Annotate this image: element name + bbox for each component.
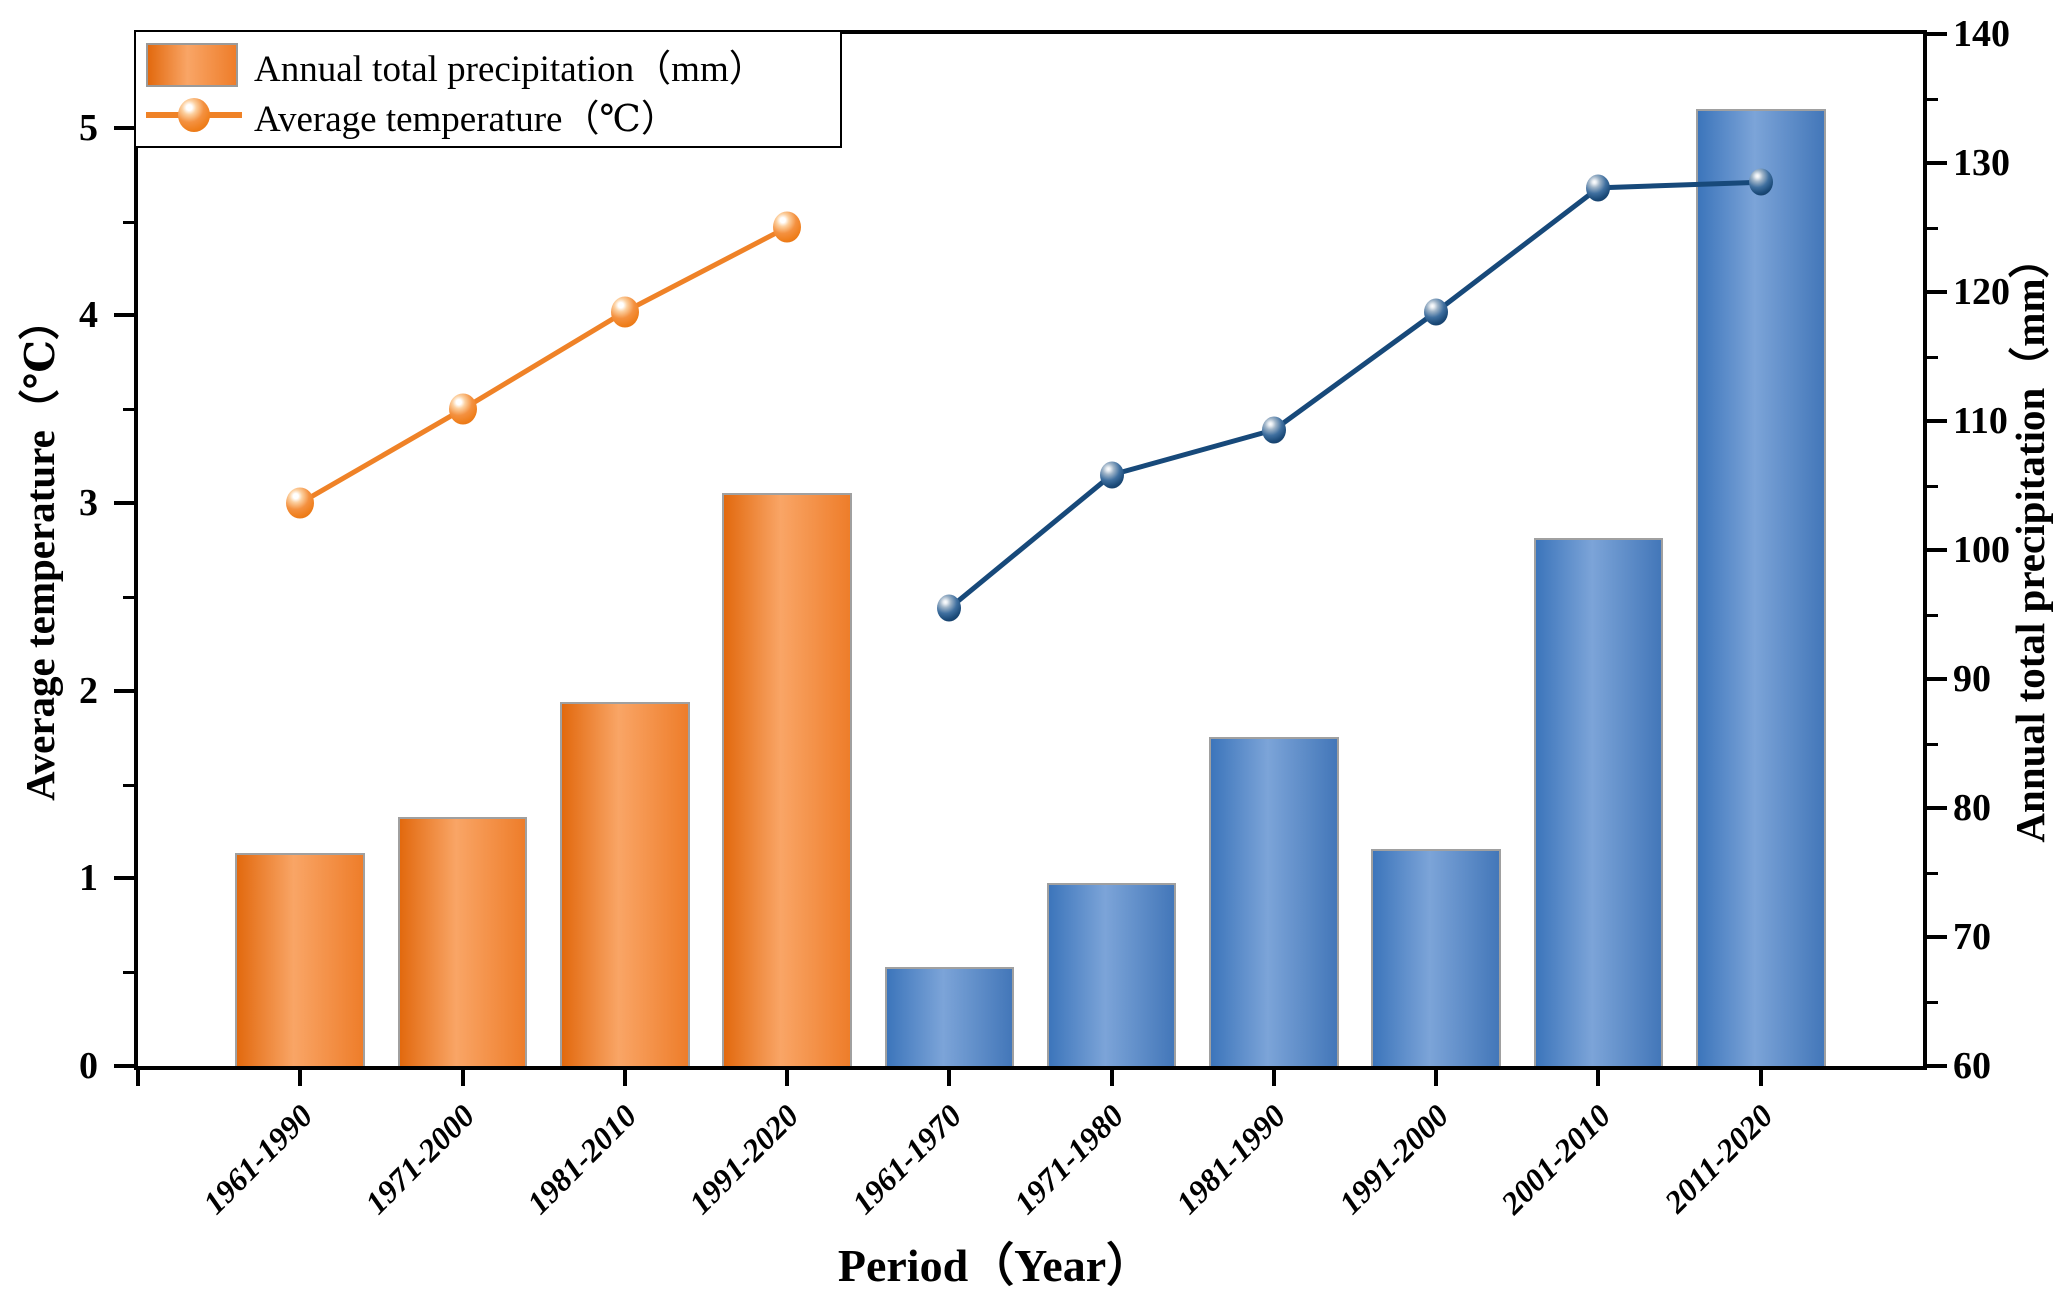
y-axis-left-minor-tick [123, 408, 134, 412]
x-axis-title: Period（Year） [837, 1240, 1153, 1291]
y-axis-right-tick-label: 90 [1953, 658, 1991, 700]
precipitation-bar [884, 966, 1015, 1066]
y-axis-right-tick-label: 130 [1953, 142, 2010, 184]
legend-label: Average temperature（℃） [254, 99, 678, 140]
legend-line-swatch-icon [146, 93, 242, 137]
y-axis-left-minor-tick [123, 220, 134, 224]
y-axis-right-minor-tick [1927, 871, 1938, 875]
y-axis-right-major-tick [1927, 32, 1947, 36]
legend-marker-icon [178, 98, 210, 132]
temperature-marker-icon [1586, 174, 1611, 202]
precipitation-bar [1695, 108, 1826, 1066]
y-axis-right-minor-tick [1927, 97, 1938, 101]
temperature-marker-icon [1261, 416, 1286, 444]
temperature-marker-icon [937, 594, 962, 622]
temperature-marker-icon [448, 393, 477, 425]
x-axis-major-tick [1758, 1066, 1763, 1086]
y-axis-right-minor-tick [1927, 484, 1938, 488]
x-axis-corner-tick [136, 1066, 140, 1086]
y-axis-left-tick-label: 5 [79, 106, 98, 149]
y-axis-left-major-tick [114, 1064, 134, 1068]
temperature-line [299, 225, 789, 506]
temperature-marker-icon [1748, 168, 1773, 196]
left-axis-title: Average temperature（℃） [17, 299, 63, 801]
x-axis-tick-label: 2011-2020 [1657, 1097, 1780, 1220]
x-axis-major-tick [1109, 1066, 1114, 1086]
x-axis-major-tick [947, 1066, 952, 1086]
legend-item-temperature: Average temperature（℃） [146, 90, 828, 140]
y-axis-left-minor-tick [123, 783, 134, 787]
y-axis-left-major-tick [114, 501, 134, 506]
x-axis-major-tick [1596, 1066, 1601, 1086]
x-axis-tick-label: 1991-2020 [682, 1097, 806, 1221]
y-axis-right-major-tick [1927, 290, 1947, 294]
y-axis-left-tick-label: 3 [79, 482, 98, 525]
y-axis-right-major-tick [1927, 677, 1947, 681]
y-axis-left-major-tick [114, 125, 134, 130]
precipitation-bar [235, 853, 366, 1066]
y-axis-right-tick-label: 80 [1953, 787, 1991, 829]
y-axis-right-minor-tick [1927, 613, 1938, 617]
x-axis-tick-label: 1991-2000 [1331, 1097, 1455, 1221]
y-axis-left-major-tick [114, 688, 134, 693]
temperature-marker-icon [286, 487, 315, 519]
x-axis-tick-label: 2001-2010 [1493, 1097, 1618, 1221]
y-axis-right-tick-label: 140 [1953, 13, 2010, 55]
y-axis-right-tick-label: 120 [1953, 271, 2010, 313]
y-axis-right-tick-label: 70 [1953, 916, 1991, 958]
x-axis-tick-label: 1981-2010 [520, 1097, 644, 1221]
y-axis-right-minor-tick [1927, 355, 1938, 359]
x-axis-major-tick [1271, 1066, 1276, 1086]
y-axis-left-tick-label: 4 [79, 294, 98, 337]
x-axis-major-tick [785, 1066, 790, 1086]
legend-bar-swatch-icon [146, 43, 238, 87]
temperature-marker-icon [1424, 298, 1449, 326]
x-axis-tick-label: 1971-2000 [357, 1097, 482, 1221]
temperature-marker-icon [1099, 461, 1124, 489]
precipitation-bar [1209, 737, 1339, 1066]
y-axis-left-minor-tick [123, 595, 134, 599]
precipitation-bar [722, 493, 852, 1066]
y-axis-right-minor-tick [1927, 226, 1938, 230]
precipitation-bar [560, 702, 690, 1066]
legend: Annual total precipitation（mm） Average t… [134, 30, 842, 148]
x-axis-major-tick [298, 1066, 303, 1086]
y-axis-right-major-tick [1927, 935, 1947, 939]
y-axis-left-major-tick [114, 876, 134, 881]
precipitation-bar [1371, 849, 1501, 1066]
y-axis-right-major-tick [1927, 1064, 1947, 1068]
x-axis-tick-label: 1981-1990 [1169, 1097, 1293, 1221]
y-axis-right-tick-label: 110 [1953, 400, 2008, 442]
x-axis-major-tick [460, 1066, 465, 1086]
x-axis-tick-label: 1971-1980 [1006, 1097, 1131, 1221]
y-axis-right-minor-tick [1927, 1000, 1938, 1004]
precipitation-bar [1533, 538, 1664, 1066]
y-axis-left-tick-label: 1 [79, 857, 98, 900]
right-axis-title: Annual total precipitation（mm） [2007, 237, 2053, 843]
precipitation-bar [397, 817, 528, 1066]
y-axis-right-major-tick [1927, 419, 1947, 423]
y-axis-right-major-tick [1927, 806, 1947, 810]
x-axis-tick-label: 1961-1990 [195, 1097, 320, 1221]
y-axis-right-major-tick [1927, 161, 1947, 165]
y-axis-right-tick-label: 60 [1953, 1045, 1991, 1087]
x-axis-major-tick [1434, 1066, 1439, 1086]
x-axis-tick-label: 1961-1970 [844, 1097, 969, 1221]
plot-area: Annual total precipitation（mm） Average t… [79, 13, 2010, 1221]
temperature-marker-icon [610, 296, 639, 328]
y-axis-left-tick-label: 0 [79, 1045, 98, 1087]
y-axis-left-minor-tick [123, 971, 134, 975]
y-axis-left-tick-label: 2 [79, 669, 98, 712]
x-axis-major-tick [622, 1066, 627, 1086]
y-axis-right-minor-tick [1927, 742, 1938, 746]
legend-label: Annual total precipitation（mm） [254, 49, 766, 90]
y-axis-left-major-tick [114, 313, 134, 318]
temperature-marker-icon [773, 211, 802, 243]
y-axis-right-tick-label: 100 [1953, 529, 2010, 571]
precipitation-bar [1046, 882, 1177, 1066]
legend-item-precipitation: Annual total precipitation（mm） [146, 40, 828, 90]
y-axis-right-major-tick [1927, 548, 1947, 552]
